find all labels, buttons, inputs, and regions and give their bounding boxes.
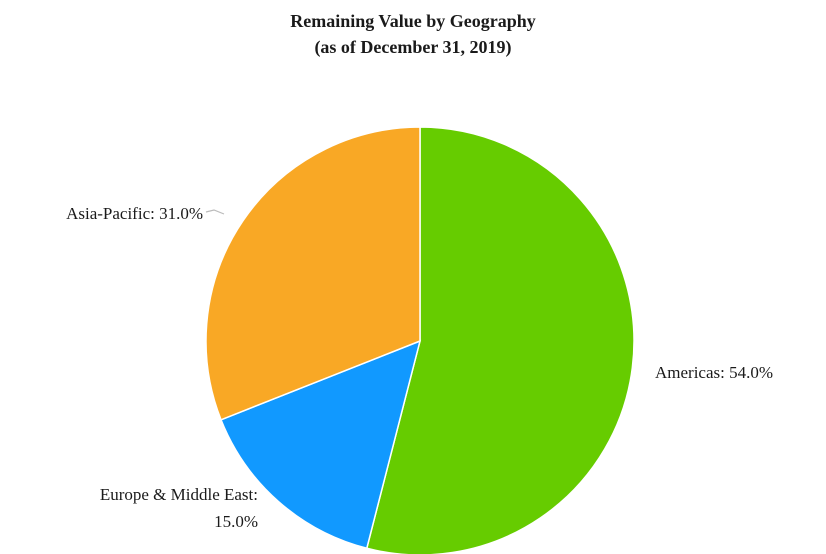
leader-line-2 <box>205 209 225 215</box>
slice-label-1: Europe & Middle East: 15.0% <box>100 485 258 531</box>
slice-label-0: Americas: 54.0% <box>655 363 773 382</box>
pie-slice-0[interactable] <box>365 126 635 554</box>
pie-slice-2[interactable] <box>205 126 421 421</box>
chart-subtitle: (as of December 31, 2019) <box>314 37 512 57</box>
slice-label-2: Asia-Pacific: 31.0% <box>66 204 203 223</box>
pie-slice-1[interactable] <box>220 339 422 550</box>
chart-title: Remaining Value by Geography <box>290 11 536 31</box>
